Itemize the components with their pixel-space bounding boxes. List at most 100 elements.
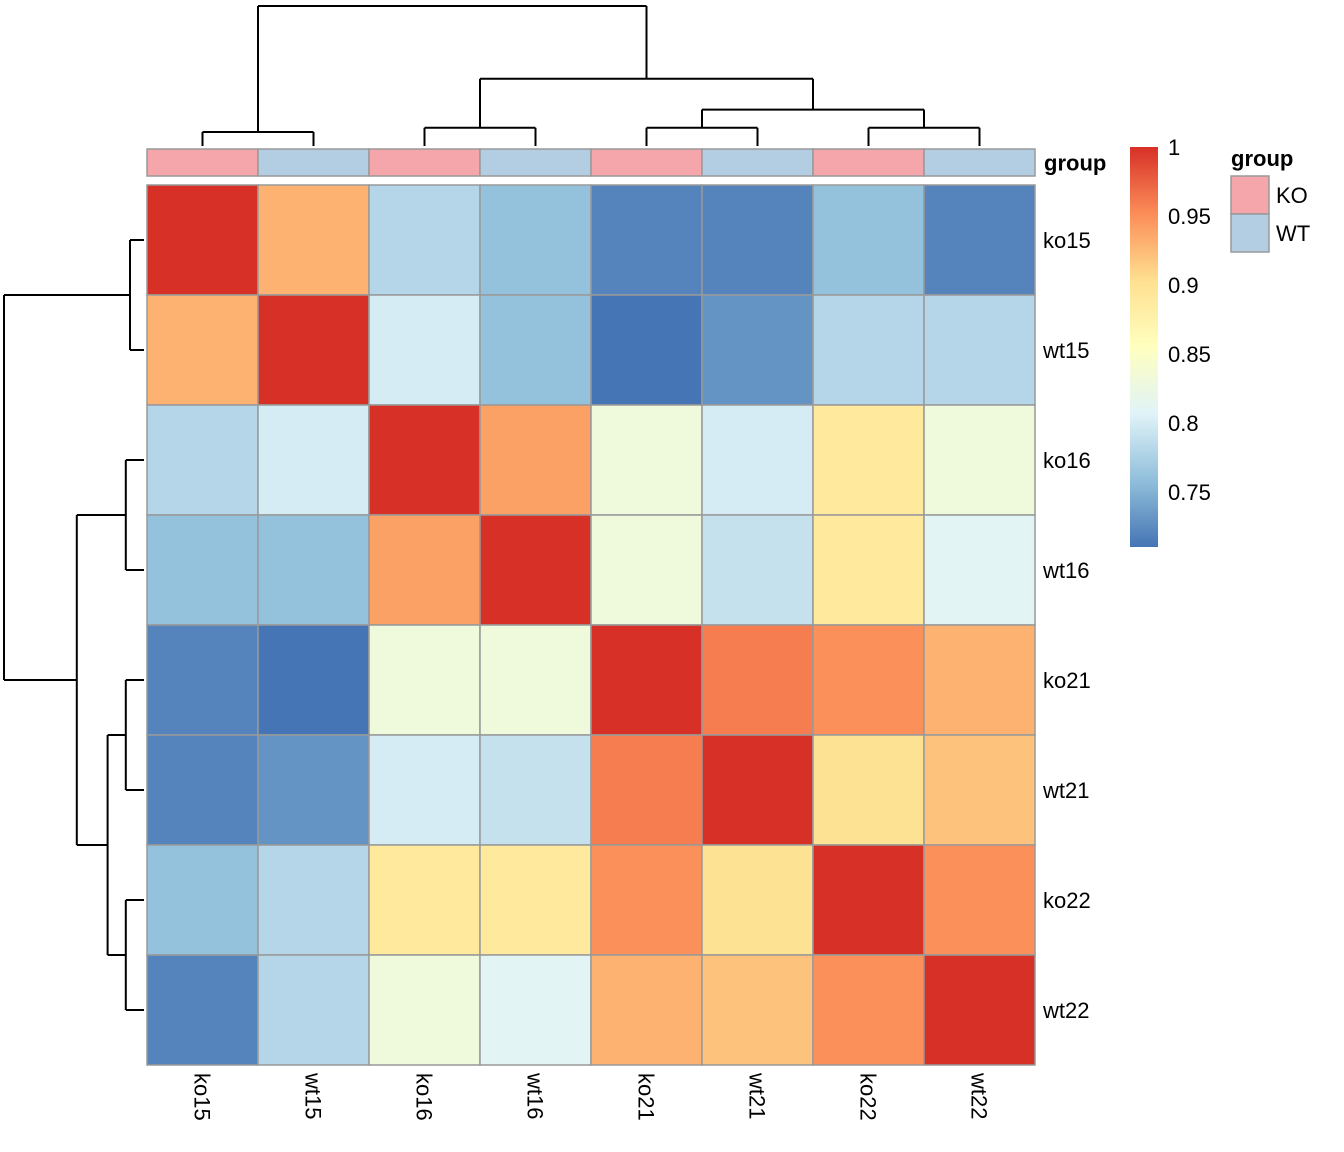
column-label-ko22: ko22: [856, 1073, 881, 1121]
heatmap-cell-ko21-wt22: [923, 624, 1036, 736]
row-label-ko16: ko16: [1043, 448, 1091, 473]
heatmap-cell-ko15-wt16: [479, 184, 592, 296]
heatmap-cell-ko15-ko21: [590, 184, 703, 296]
colorbar-tick-1: 1: [1168, 135, 1180, 160]
heatmap-cell-wt16-wt22: [923, 514, 1036, 626]
annotation-cell-ko15: [146, 148, 259, 177]
heatmap-cell-wt22-ko22: [812, 954, 925, 1066]
heatmap-cell-wt21-ko21: [590, 734, 703, 846]
row-labels: ko15 wt15 ko16 wt16 ko21 wt21 ko22 wt22: [1042, 228, 1091, 1023]
legend-title: group: [1231, 146, 1293, 171]
colorbar-gradient: [1130, 147, 1158, 547]
heatmap-cell-wt15-wt16: [479, 294, 592, 406]
heatmap-cell-ko22-ko16: [368, 844, 481, 956]
heatmap-cell-ko21-wt21: [701, 624, 814, 736]
heatmap-cell-ko15-wt22: [923, 184, 1036, 296]
row-label-ko22: ko22: [1043, 888, 1091, 913]
column-label-wt15: wt15: [301, 1072, 326, 1119]
annotation-cell-ko22: [812, 148, 925, 177]
column-label-ko15: ko15: [190, 1073, 215, 1121]
heatmap-cell-ko21-wt16: [479, 624, 592, 736]
heatmap-cell-wt22-ko15: [146, 954, 259, 1066]
heatmap-cell-wt15-ko22: [812, 294, 925, 406]
heatmap-cell-wt21-ko22: [812, 734, 925, 846]
heatmap-cell-ko15-ko22: [812, 184, 925, 296]
heatmap-cell-ko15-ko15: [146, 184, 259, 296]
row-label-ko15: ko15: [1043, 228, 1091, 253]
heatmap-cell-wt21-ko16: [368, 734, 481, 846]
colorbar-tick-0.95: 0.95: [1168, 204, 1211, 229]
column-dendrogram: [201, 5, 981, 146]
legend-swatch-KO: [1230, 175, 1270, 215]
heatmap-cell-wt21-wt21: [701, 734, 814, 846]
heatmap-cell-wt16-wt16: [479, 514, 592, 626]
row-label-wt15: wt15: [1042, 338, 1089, 363]
column-label-wt22: wt22: [967, 1072, 992, 1119]
heatmap-cell-wt15-ko21: [590, 294, 703, 406]
heatmap-cell-wt15-wt22: [923, 294, 1036, 406]
heatmap-cell-wt21-wt22: [923, 734, 1036, 846]
heatmap-cell-ko21-wt15: [257, 624, 370, 736]
heatmap-cell-ko22-wt15: [257, 844, 370, 956]
heatmap-cell-wt22-ko16: [368, 954, 481, 1066]
heatmap-cell-ko22-wt22: [923, 844, 1036, 956]
heatmap-cell-wt21-wt15: [257, 734, 370, 846]
heatmap-cell-wt22-wt16: [479, 954, 592, 1066]
heatmap-cell-wt16-wt15: [257, 514, 370, 626]
heatmap-cell-wt21-ko15: [146, 734, 259, 846]
colorbar-tick-0.8: 0.8: [1168, 411, 1199, 436]
heatmap-cell-wt16-ko22: [812, 514, 925, 626]
row-dendrogram: [3, 239, 144, 1011]
colorbar-tick-0.85: 0.85: [1168, 342, 1211, 367]
column-label-wt21: wt21: [745, 1072, 770, 1119]
heatmap-cell-ko21-ko15: [146, 624, 259, 736]
heatmap-cell-wt15-wt15: [257, 294, 370, 406]
heatmap-cell-wt16-wt21: [701, 514, 814, 626]
heatmap-cell-ko21-ko16: [368, 624, 481, 736]
heatmap-cell-wt21-wt16: [479, 734, 592, 846]
annotation-label: group: [1044, 151, 1106, 176]
heatmap-cell-ko16-wt21: [701, 404, 814, 516]
row-label-wt16: wt16: [1042, 558, 1089, 583]
colorbar: 0.75 0.8 0.85 0.9 0.95 1: [1130, 135, 1211, 547]
annotation-cell-wt15: [257, 148, 370, 177]
heatmap-cell-wt16-ko16: [368, 514, 481, 626]
annotation-cell-wt16: [479, 148, 592, 177]
colorbar-tick-0.9: 0.9: [1168, 273, 1199, 298]
heatmap-cell-ko16-wt15: [257, 404, 370, 516]
heatmap-cell-ko22-ko15: [146, 844, 259, 956]
annotation-cell-wt22: [923, 148, 1036, 177]
legend-label-KO: KO: [1276, 183, 1308, 208]
column-labels: ko15 wt15 ko16 wt16 ko21 wt21 ko22 wt22: [190, 1072, 992, 1121]
heatmap-cell-ko22-ko21: [590, 844, 703, 956]
heatmap-cells: [146, 184, 1036, 1066]
heatmap-cell-ko15-ko16: [368, 184, 481, 296]
colorbar-tick-labels: 0.75 0.8 0.85 0.9 0.95 1: [1168, 135, 1211, 505]
heatmap-cell-ko21-ko21: [590, 624, 703, 736]
heatmap-cell-wt15-ko15: [146, 294, 259, 406]
heatmap-cell-wt22-ko21: [590, 954, 703, 1066]
column-label-ko16: ko16: [412, 1073, 437, 1121]
legend-label-WT: WT: [1276, 221, 1310, 246]
heatmap-cell-wt15-wt21: [701, 294, 814, 406]
heatmap-cell-ko22-wt16: [479, 844, 592, 956]
heatmap-cell-wt22-wt15: [257, 954, 370, 1066]
heatmap-cell-wt22-wt22: [923, 954, 1036, 1066]
heatmap-cell-ko22-ko22: [812, 844, 925, 956]
heatmap-cell-wt22-wt21: [701, 954, 814, 1066]
heatmap-cell-ko16-ko22: [812, 404, 925, 516]
column-label-ko21: ko21: [634, 1073, 659, 1121]
heatmap-cell-wt15-ko16: [368, 294, 481, 406]
column-label-wt16: wt16: [523, 1072, 548, 1119]
colorbar-tick-0.75: 0.75: [1168, 480, 1211, 505]
heatmap-cell-ko16-wt22: [923, 404, 1036, 516]
heatmap-cell-ko16-wt16: [479, 404, 592, 516]
annotation-cell-ko16: [368, 148, 481, 177]
heatmap-cell-ko16-ko15: [146, 404, 259, 516]
annotation-cell-wt21: [701, 148, 814, 177]
legend-swatch-WT: [1230, 213, 1270, 253]
heatmap-cell-ko21-ko22: [812, 624, 925, 736]
heatmap-cell-ko16-ko21: [590, 404, 703, 516]
row-label-ko21: ko21: [1043, 668, 1091, 693]
